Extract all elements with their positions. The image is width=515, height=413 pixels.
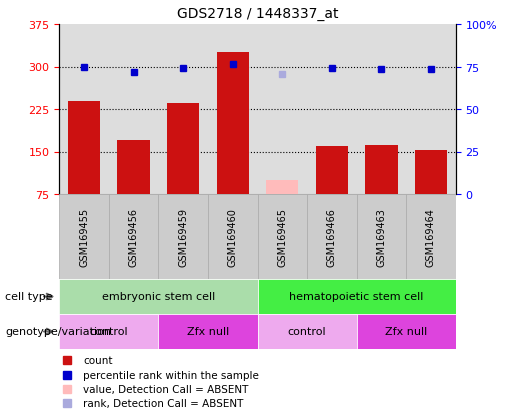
Text: count: count	[83, 356, 112, 366]
Text: Zfx null: Zfx null	[187, 327, 229, 337]
Bar	[68, 101, 100, 195]
Text: GSM169464: GSM169464	[426, 208, 436, 266]
Bar	[266, 180, 298, 195]
Bar	[217, 53, 249, 195]
Bar	[159, 195, 208, 279]
Text: GSM169459: GSM169459	[178, 207, 188, 266]
Text: rank, Detection Call = ABSENT: rank, Detection Call = ABSENT	[83, 398, 244, 408]
Bar	[307, 195, 356, 279]
Bar	[415, 151, 447, 195]
Bar	[208, 195, 258, 279]
Text: percentile rank within the sample: percentile rank within the sample	[83, 370, 259, 380]
Bar	[59, 195, 109, 279]
Text: control: control	[90, 327, 128, 337]
Text: value, Detection Call = ABSENT: value, Detection Call = ABSENT	[83, 384, 248, 394]
Bar	[109, 195, 159, 279]
Bar	[59, 314, 158, 349]
Text: Zfx null: Zfx null	[385, 327, 427, 337]
Text: GSM169455: GSM169455	[79, 207, 89, 266]
Text: hematopoietic stem cell: hematopoietic stem cell	[289, 292, 424, 302]
Text: cell type: cell type	[5, 292, 53, 302]
Bar	[59, 279, 258, 314]
Text: GSM169460: GSM169460	[228, 208, 238, 266]
Title: GDS2718 / 1448337_at: GDS2718 / 1448337_at	[177, 7, 338, 21]
Bar	[406, 195, 456, 279]
Text: control: control	[288, 327, 327, 337]
Text: genotype/variation: genotype/variation	[5, 327, 111, 337]
Bar	[356, 314, 456, 349]
Text: embryonic stem cell: embryonic stem cell	[102, 292, 215, 302]
Bar	[117, 141, 150, 195]
Bar	[258, 195, 307, 279]
Text: GSM169456: GSM169456	[129, 207, 139, 266]
Bar	[158, 314, 258, 349]
Bar	[316, 147, 348, 195]
Text: GSM169466: GSM169466	[327, 208, 337, 266]
Text: GSM169463: GSM169463	[376, 208, 386, 266]
Bar	[167, 104, 199, 195]
Bar	[258, 314, 356, 349]
Bar	[365, 145, 398, 195]
Text: GSM169465: GSM169465	[277, 207, 287, 266]
Bar	[258, 279, 456, 314]
Bar	[356, 195, 406, 279]
